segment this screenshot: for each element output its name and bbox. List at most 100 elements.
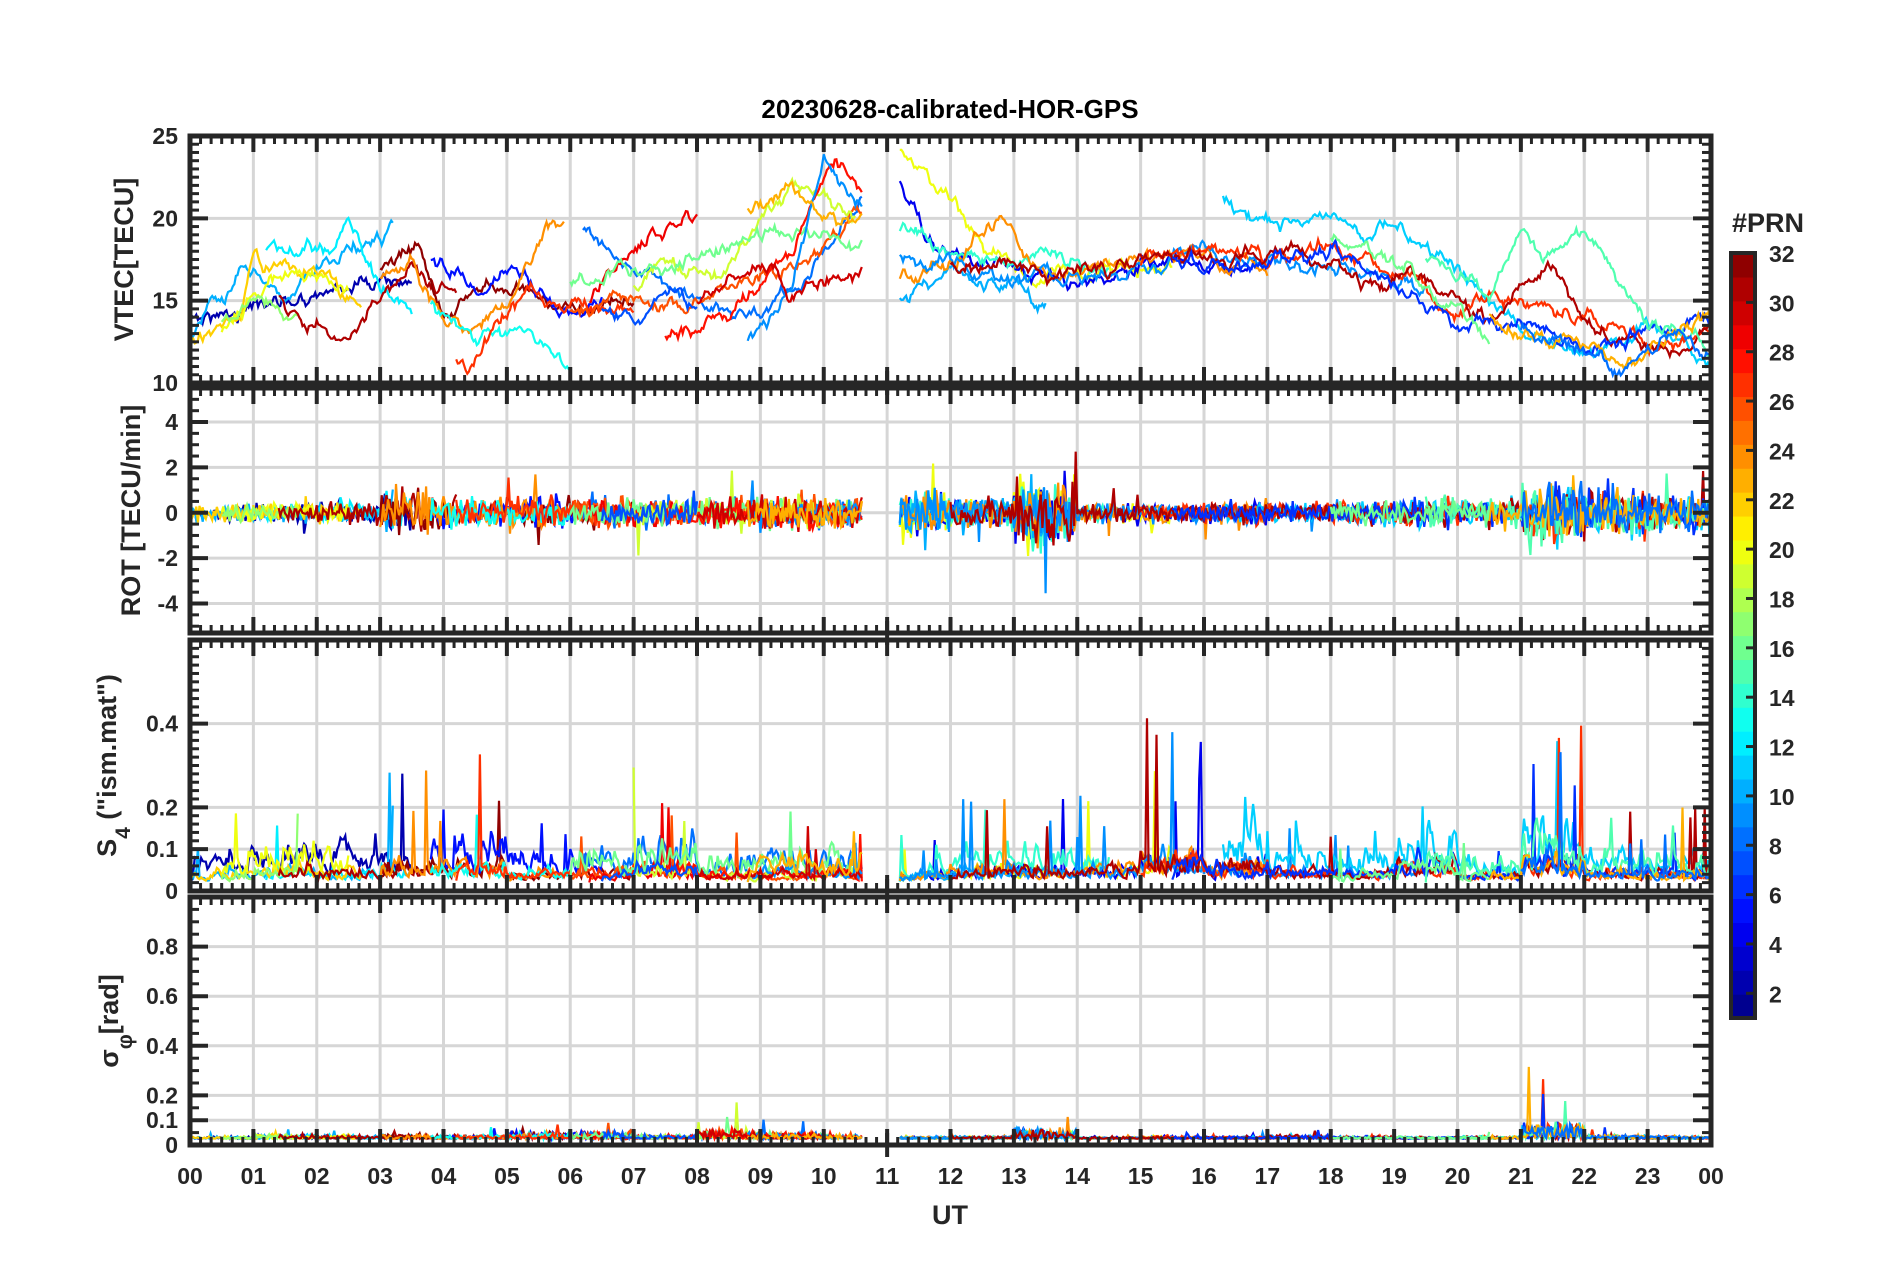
y-tick-label: 0.2 [146, 794, 178, 820]
x-axis-label: UT [932, 1200, 968, 1230]
series-prn-16 [1330, 842, 1490, 883]
series-prn-16 [1330, 1131, 1491, 1141]
series-prn-14 [898, 221, 1110, 276]
colorbar-swatch [1731, 492, 1755, 517]
colorbar-label: #PRN [1732, 208, 1804, 238]
series-prn-27 [455, 280, 635, 376]
series-prn-20 [220, 813, 350, 878]
series-prn-24 [380, 218, 565, 335]
x-tick-label: 03 [367, 1163, 393, 1189]
x-tick-label: 21 [1508, 1163, 1534, 1189]
series-prn-23 [1488, 475, 1711, 537]
colorbar-swatch [1731, 994, 1755, 1019]
y-tick-label: 4 [165, 409, 178, 435]
series-prn-31 [278, 260, 458, 342]
series-prn-20 [220, 268, 350, 333]
x-tick-label: 13 [1001, 1163, 1027, 1189]
colorbar-tick-label: 4 [1769, 932, 1782, 958]
y-tick-label: 0.1 [146, 1107, 178, 1133]
y-tick-label: 25 [152, 123, 178, 149]
colorbar-swatch [1731, 731, 1755, 756]
rot-data [190, 451, 1711, 594]
x-tick-label: 22 [1571, 1163, 1597, 1189]
y-label-subscript: 4 [112, 827, 135, 839]
series-prn-30 [695, 826, 863, 883]
panel-rot: -4 -2 0 2 4 ROT [TECU/min] [116, 385, 1714, 645]
series-prn-19 [632, 176, 857, 293]
series-prn-2 [190, 271, 413, 328]
colorbar-swatch [1731, 683, 1755, 708]
colorbar-tick-label: 32 [1769, 241, 1795, 267]
colorbar-swatch [1731, 755, 1755, 780]
colorbar-swatch [1731, 898, 1755, 923]
y-tick-label: 0 [165, 878, 178, 904]
x-tick-label: 00 [177, 1163, 203, 1189]
y-tick-label: 0.1 [146, 836, 178, 862]
x-tick-label: 05 [494, 1163, 520, 1189]
y-label-rest: ("ism.mat") [92, 674, 122, 827]
colorbar-swatch [1731, 850, 1755, 876]
y-tick-label: 20 [152, 205, 178, 231]
series-prn-23 [1488, 307, 1711, 372]
x-tick-label: 17 [1255, 1163, 1281, 1189]
series-prn-23 [746, 498, 863, 531]
colorbar-swatch [1731, 826, 1755, 852]
y-tick-label: 0.4 [146, 1033, 178, 1059]
x-tick-label: 06 [557, 1163, 583, 1189]
y-axis-label: S4 ("ism.mat") [92, 674, 135, 857]
series-prn-22 [190, 247, 363, 345]
colorbar-tick-label: 16 [1769, 636, 1795, 662]
series-prn-7 [600, 490, 699, 527]
y-tick-label: 0.8 [146, 934, 178, 960]
colorbar-swatch [1731, 946, 1755, 971]
series-prn-28 [664, 158, 863, 343]
panel-sigma: 00.10.2 0.4 0.6 0.8 σφ[rad] [94, 894, 1714, 1158]
colorbar-swatch [1731, 659, 1755, 684]
series-prn-9 [746, 153, 863, 342]
colorbar-swatch [1731, 515, 1755, 541]
colorbar-swatch [1731, 468, 1755, 493]
colorbar-tick-label: 12 [1769, 735, 1795, 761]
x-tick-label: 01 [241, 1163, 267, 1189]
colorbar-tick-label: 30 [1769, 290, 1795, 316]
s4-data [190, 718, 1711, 883]
series-prn-27 [1140, 1079, 1711, 1143]
x-tick-label: 10 [811, 1163, 837, 1189]
chart-title: 20230628-calibrated-HOR-GPS [761, 94, 1138, 124]
y-tick-label: 0.6 [146, 983, 178, 1009]
series-prn-17 [220, 813, 299, 883]
series-prn-7 [601, 285, 698, 326]
y-tick-label: 0.2 [146, 1082, 178, 1108]
series-prn-13 [429, 299, 571, 371]
x-tick-label: 07 [621, 1163, 647, 1189]
x-tick-label: 12 [938, 1163, 964, 1189]
colorbar-swatch [1731, 253, 1755, 278]
colorbar-swatch [1731, 276, 1755, 302]
x-tick-label: 02 [304, 1163, 330, 1189]
x-tick-label: 00 [1698, 1163, 1724, 1189]
vtec-data [190, 148, 1711, 379]
x-tick-label: 18 [1318, 1163, 1344, 1189]
colorbar-swatch [1731, 324, 1755, 350]
series-prn-31 [949, 238, 1711, 360]
series-prn-6 [1171, 237, 1711, 356]
series-prn-7 [601, 1127, 698, 1142]
x-tick-label: 11 [875, 1163, 900, 1189]
series-prn-8 [1520, 752, 1711, 882]
y-tick-label: -4 [158, 591, 179, 617]
series-prn-12 [265, 216, 413, 315]
colorbar-swatch [1731, 802, 1755, 828]
series-prn-15 [1424, 224, 1711, 358]
panel-vtec: 10 15 20 25 VTEC[TECU] [109, 123, 1714, 396]
colorbar-tick-label: 2 [1769, 981, 1782, 1007]
y-axis-label: σφ[rad] [94, 974, 137, 1068]
panel-s4: 0 0.1 0.2 0.4 S4 ("ism.mat") [92, 637, 1714, 904]
x-tick-label: 15 [1128, 1163, 1154, 1189]
series-prn-17 [221, 501, 299, 525]
series-prn-23 [746, 180, 863, 227]
series-prn-10 [190, 218, 394, 343]
series-prn-7 [600, 858, 699, 882]
colorbar-tick-label: 18 [1769, 586, 1795, 612]
